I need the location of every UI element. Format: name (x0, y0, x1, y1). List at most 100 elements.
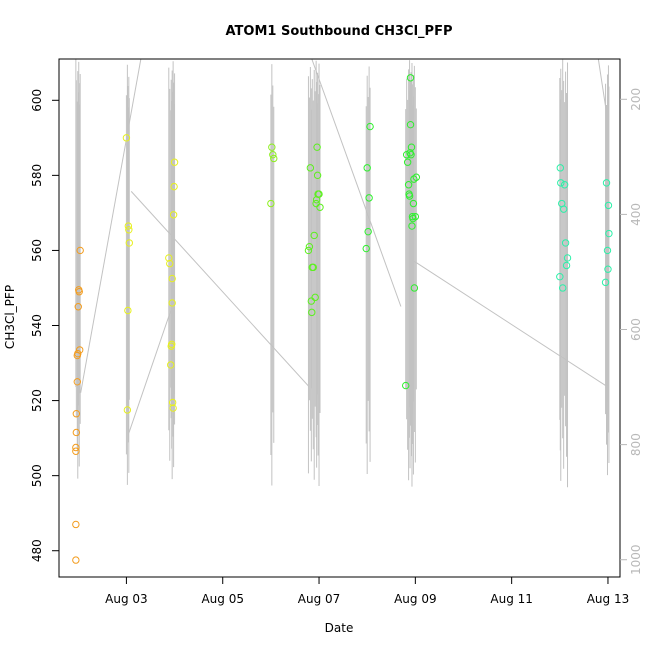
data-point (307, 297, 316, 305)
data-point (362, 244, 370, 253)
data-point (562, 261, 571, 270)
data-point (169, 211, 178, 219)
data-point (170, 182, 178, 191)
data-point (412, 173, 421, 181)
data-point (405, 192, 414, 200)
data-point (270, 154, 278, 163)
data-point (316, 203, 324, 211)
data-point (72, 410, 81, 418)
data-point (306, 164, 315, 172)
data-point (557, 179, 565, 187)
data-point (311, 293, 319, 302)
data-point (170, 158, 179, 166)
altitude-segment (311, 58, 402, 307)
data-point (313, 143, 321, 151)
data-point (560, 181, 569, 189)
data-point (310, 231, 318, 240)
data-point (411, 212, 420, 221)
data-point (168, 274, 176, 283)
data-point (308, 308, 316, 317)
data-point (407, 151, 415, 159)
data-point (604, 265, 612, 273)
data-point (603, 246, 612, 255)
data-point (72, 447, 80, 455)
data-point (168, 299, 176, 307)
data-point (123, 406, 132, 414)
data-point (165, 254, 173, 262)
data-point (125, 239, 134, 247)
y2-tick-label: 600 (629, 318, 643, 341)
x-axis-label: Date (325, 621, 354, 635)
data-point (125, 226, 133, 234)
data-point (269, 151, 277, 159)
data-point (563, 254, 572, 262)
data-point (74, 349, 82, 358)
data-point (304, 246, 313, 255)
data-point (364, 227, 372, 236)
y-tick-label: 560 (30, 239, 44, 262)
y-tick-label: 580 (30, 164, 44, 187)
y-tick-label: 600 (30, 89, 44, 112)
right-axis: 200 400 600 800 1000 (620, 88, 643, 575)
x-tick-label: Aug 09 (394, 592, 437, 606)
data-point (556, 164, 564, 172)
data-point (407, 143, 416, 151)
data-point (366, 122, 374, 131)
y2-tick-label: 1000 (629, 544, 643, 575)
data-point (602, 179, 611, 187)
data-point (409, 214, 417, 223)
data-point (72, 556, 80, 564)
data-point (75, 288, 83, 296)
data-point (122, 134, 131, 142)
altitude-segment (597, 58, 609, 123)
data-point (408, 222, 416, 230)
y-tick-label: 500 (30, 464, 44, 487)
data-point (315, 190, 323, 198)
y-tick-label: 520 (30, 389, 44, 412)
chart-title: ATOM1 Southbound CH3Cl_PFP (226, 24, 453, 39)
data-point (404, 181, 413, 189)
y-tick-label: 480 (30, 539, 44, 562)
data-point (72, 520, 80, 529)
data-point (406, 74, 415, 82)
data-point (74, 303, 82, 311)
data-point (73, 378, 81, 386)
data-point (166, 259, 174, 268)
data-point (559, 205, 568, 213)
data-point (168, 398, 177, 407)
x-tick-label: Aug 13 (587, 592, 630, 606)
y-axis: 480 500 520 540 560 580 600 (30, 89, 59, 562)
y-tick-label: 540 (30, 314, 44, 337)
data-point (76, 246, 84, 255)
data-point (267, 199, 275, 208)
data-point (601, 278, 610, 287)
y2-tick-label: 200 (629, 88, 643, 111)
data-point (410, 175, 418, 183)
data-point (309, 263, 317, 272)
y2-tick-label: 800 (629, 433, 643, 456)
data-point (410, 284, 419, 292)
data-point (409, 199, 418, 208)
data-point (403, 158, 412, 166)
data-point (605, 229, 613, 238)
y-axis-label: CH3Cl_PFP (3, 285, 17, 349)
data-point (124, 306, 132, 315)
x-tick-label: Aug 11 (490, 592, 533, 606)
data-point (604, 201, 613, 210)
data-point (365, 194, 373, 202)
x-tick-label: Aug 03 (105, 592, 148, 606)
x-tick-label: Aug 07 (298, 592, 341, 606)
data-point (312, 199, 320, 208)
data-point (406, 120, 415, 129)
altitude-segment (412, 260, 609, 388)
data-point (305, 242, 314, 251)
y2-tick-label: 400 (629, 203, 643, 226)
data-point (558, 284, 567, 292)
data-points (72, 74, 613, 564)
data-point (268, 143, 276, 151)
altitude-segment (128, 306, 173, 434)
altitude-segment (80, 58, 142, 393)
data-point (167, 340, 176, 348)
data-point (167, 361, 175, 369)
